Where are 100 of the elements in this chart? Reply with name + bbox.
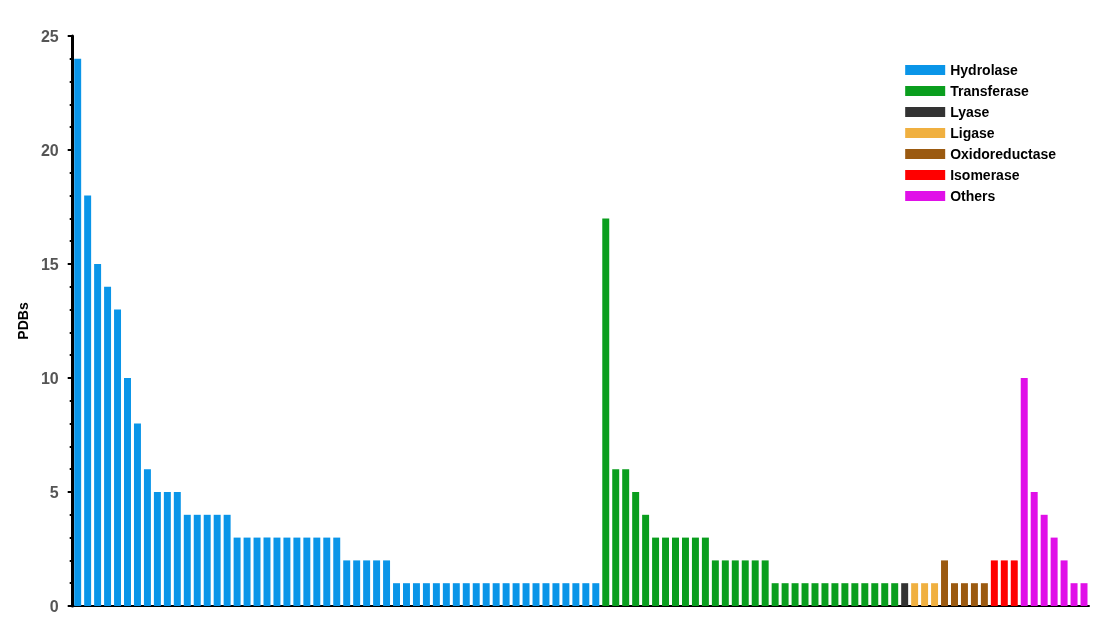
bar [612,469,620,606]
bar [652,537,660,606]
bar [472,583,480,606]
bar [422,583,430,606]
bar [841,583,849,606]
bar [323,537,331,606]
bar [492,583,500,606]
bar [163,492,171,606]
bar [522,583,530,606]
legend-label: Oxidoreductase [950,146,1057,162]
bar [502,583,510,606]
bar [482,583,490,606]
bar [452,583,460,606]
y-tick-label: 25 [40,27,59,45]
bar [403,583,410,606]
y-tick-label: 10 [40,369,59,387]
bar [333,537,341,606]
bar [313,537,321,606]
bar [951,583,958,606]
bar [343,560,351,606]
bar [881,583,889,606]
bar [960,583,968,606]
bar [133,423,141,606]
bar [94,264,102,606]
bar [751,560,759,606]
bar [114,309,122,606]
bar [662,537,670,606]
bar [173,492,181,606]
bar [642,514,650,606]
bar [512,583,520,606]
y-tick-label: 0 [49,597,59,615]
bar [711,560,719,606]
bar [273,537,281,606]
bar [672,537,679,606]
bar [941,560,949,606]
bar [741,560,749,606]
bar [104,286,112,606]
bar [921,583,929,606]
bar [243,537,251,606]
bar [1030,492,1038,606]
bar [592,583,600,606]
bar [213,514,221,606]
bar [602,218,610,606]
bar [980,583,988,606]
legend-label: Transferase [950,83,1030,99]
bar [552,583,560,606]
bar [203,514,211,606]
bar [542,583,550,606]
y-tick-label: 20 [40,141,59,159]
bar [721,560,729,606]
bar [801,583,809,606]
bar [572,583,580,606]
bar [1050,537,1058,606]
bar [442,583,450,606]
bar [283,537,291,606]
bar [771,583,779,606]
bar [1080,583,1088,606]
bar [761,560,769,606]
legend-label: Lyase [950,104,990,120]
bar [462,583,470,606]
legend-label: Ligase [950,125,995,141]
bar [622,469,630,606]
bar [831,583,839,606]
bar [1000,560,1008,606]
bar [253,537,261,606]
bar [632,492,640,606]
bar [293,537,301,606]
legend-label: Hydrolase [950,62,1019,78]
bar [911,583,919,606]
bar [363,560,371,606]
legend-label: Isomerase [950,167,1020,183]
bar [691,537,699,606]
bar [901,583,909,606]
bar [193,514,201,606]
bar [891,583,899,606]
bar [931,583,939,606]
bar [153,492,161,606]
bar [373,560,381,606]
y-tick-label: 15 [40,255,59,273]
bar [393,583,401,606]
bar [1060,560,1068,606]
bar [383,560,391,606]
bar [412,583,420,606]
bar [562,583,570,606]
bar [124,378,131,606]
bar [233,537,241,606]
bar [861,583,869,606]
bar [970,583,978,606]
bar [74,58,82,606]
y-axis-title: PDBs [15,302,31,340]
bar [781,583,789,606]
bar [1040,514,1048,606]
bar [143,469,151,606]
bar [791,583,799,606]
y-tick-label: 5 [49,483,59,501]
bar [851,583,859,606]
bar [432,583,440,606]
bar [701,537,709,606]
bar [582,583,590,606]
bar [821,583,829,606]
